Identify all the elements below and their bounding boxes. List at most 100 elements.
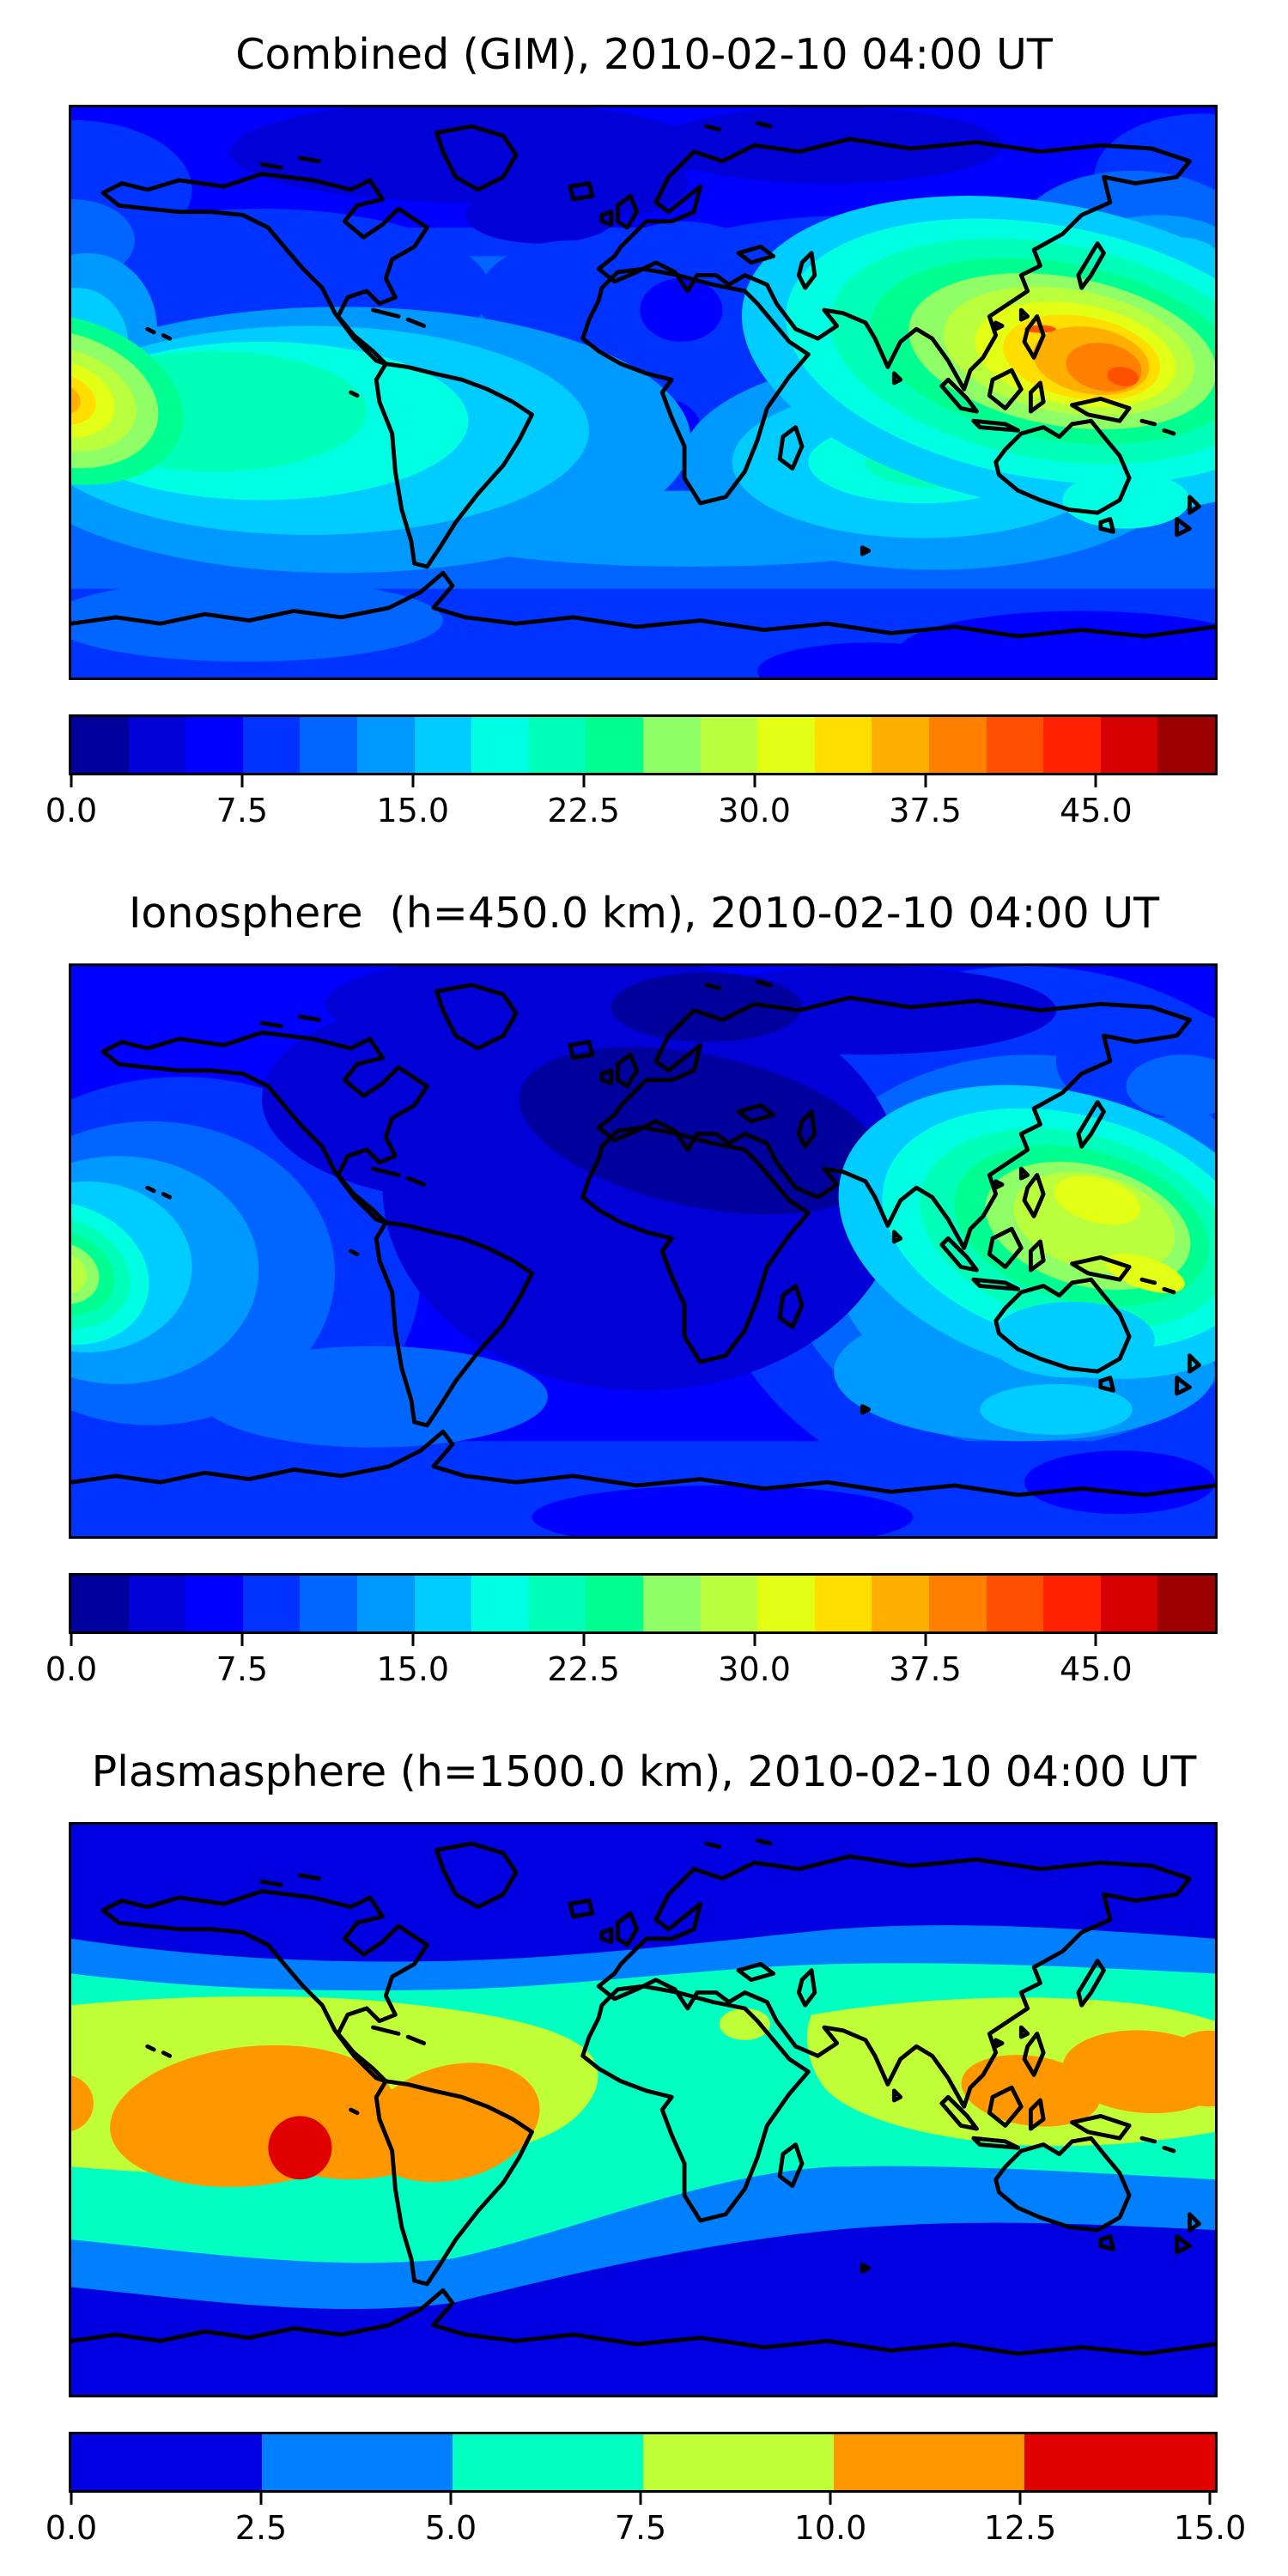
colorbar-segment-5 xyxy=(356,1576,415,1631)
plasmasphere-contour-map xyxy=(71,1825,1215,2395)
colorbar-segment-15 xyxy=(928,717,987,773)
panel-ionosphere-colorbar-labels: 0.0 7.5 15.0 22.5 30.0 37.5 45.0 xyxy=(46,1649,1215,1690)
colorbar-tick-label: 30.0 xyxy=(718,1650,791,1688)
colorbar-tick-mark xyxy=(639,2493,642,2505)
colorbar-tick-mark xyxy=(753,1634,756,1646)
colorbar-tick-mark xyxy=(1094,775,1097,787)
colorbar-tick-mark xyxy=(1208,2493,1212,2505)
colorbar-segment-11 xyxy=(700,717,758,773)
colorbar-tick-mark xyxy=(70,2493,73,2505)
colorbar-tick-mark xyxy=(1018,2493,1022,2505)
colorbar-segment-11 xyxy=(700,1576,758,1631)
colorbar-segment-10 xyxy=(642,717,701,773)
colorbar-segment-19 xyxy=(1157,717,1215,773)
colorbar-segment-4 xyxy=(300,717,357,773)
combined-contour-fills xyxy=(71,107,1215,677)
colorbar-segment-4 xyxy=(300,1576,357,1631)
colorbar-segment-8 xyxy=(528,717,586,773)
colorbar-segment-12 xyxy=(757,1576,815,1631)
colorbar-tick-mark xyxy=(70,775,73,787)
colorbar-segment-14 xyxy=(872,717,929,773)
panel-plasmasphere-map xyxy=(69,1822,1218,2397)
colorbar-tick-label: 12.5 xyxy=(983,2509,1057,2547)
colorbar-tick-label: 5.0 xyxy=(424,2509,477,2547)
plasmasphere-contour-fills xyxy=(71,1825,1215,2395)
colorbar-segment-16 xyxy=(986,717,1044,773)
panel-ionosphere-map xyxy=(69,963,1218,1539)
colorbar-tick-mark xyxy=(240,775,244,787)
ionosphere-west-pacific-hotspot xyxy=(838,1084,1215,1380)
colorbar-segment-17 xyxy=(1043,1576,1101,1631)
colorbar-segment-2 xyxy=(453,2434,643,2490)
panel-ionosphere-colorbar xyxy=(69,1573,1218,1634)
colorbar-tick-mark xyxy=(70,1634,73,1646)
ionosphere-contour-map xyxy=(71,966,1215,1536)
colorbar-segment-1 xyxy=(262,2434,453,2490)
combined-west-pacific-hotspot xyxy=(741,196,1215,513)
colorbar-segment-5 xyxy=(1024,2434,1215,2490)
colorbar-tick-label: 0.0 xyxy=(45,1650,98,1688)
combined-contour-map xyxy=(71,107,1215,677)
combined-west-edge-hotspot xyxy=(71,313,184,485)
panel-ionosphere: Ionosphere (h=450.0 km), 2010-02-10 04:0… xyxy=(0,859,1288,1717)
colorbar-tick-mark xyxy=(240,1634,244,1646)
colorbar-tick-label: 7.5 xyxy=(614,2509,667,2547)
colorbar-segment-13 xyxy=(814,717,872,773)
colorbar-tick-mark xyxy=(449,2493,453,2505)
colorbar-segment-2 xyxy=(185,717,243,773)
colorbar-segment-17 xyxy=(1043,717,1101,773)
colorbar-tick-mark xyxy=(924,1634,927,1646)
colorbar-segment-7 xyxy=(471,717,529,773)
colorbar-tick-label: 37.5 xyxy=(889,1650,962,1688)
colorbar-tick-mark xyxy=(582,1634,586,1646)
colorbar-segment-13 xyxy=(814,1576,872,1631)
colorbar-tick-mark xyxy=(829,2493,832,2505)
colorbar-segment-18 xyxy=(1100,1576,1158,1631)
colorbar-segment-1 xyxy=(128,717,186,773)
colorbar-tick-label: 15.0 xyxy=(376,1650,450,1688)
colorbar-segment-3 xyxy=(242,1576,301,1631)
panel-combined: Combined (GIM), 2010-02-10 04:00 UT xyxy=(0,0,1288,859)
panel-plasmasphere-colorbar-labels: 0.0 2.5 5.0 7.5 10.0 12.5 15.0 xyxy=(46,2507,1247,2549)
colorbar-tick-label: 2.5 xyxy=(234,2509,288,2547)
plasmasphere-red-maximum xyxy=(268,2116,332,2180)
colorbar-segment-0 xyxy=(71,2434,262,2490)
colorbar-tick-mark xyxy=(582,775,586,787)
colorbar-tick-mark xyxy=(924,775,927,787)
colorbar-tick-label: 45.0 xyxy=(1060,1650,1133,1688)
colorbar-segment-14 xyxy=(872,1576,929,1631)
colorbar-segment-9 xyxy=(586,717,643,773)
colorbar-tick-mark xyxy=(411,775,415,787)
colorbar-tick-label: 15.0 xyxy=(1173,2509,1247,2547)
ionosphere-west-edge-hotspot xyxy=(71,1201,149,1346)
colorbar-segment-18 xyxy=(1100,717,1158,773)
colorbar-tick-label: 15.0 xyxy=(376,792,450,829)
colorbar-segment-19 xyxy=(1157,1576,1215,1631)
panel-combined-colorbar-labels: 0.0 7.5 15.0 22.5 30.0 37.5 45.0 xyxy=(46,790,1215,831)
panel-combined-colorbar xyxy=(69,714,1218,775)
panel-ionosphere-colorbar-ticks xyxy=(70,1634,1215,1646)
colorbar-tick-label: 10.0 xyxy=(793,2509,867,2547)
colorbar-tick-label: 30.0 xyxy=(718,792,791,829)
colorbar-segment-3 xyxy=(643,2434,834,2490)
colorbar-segment-3 xyxy=(242,717,301,773)
panel-combined-map xyxy=(69,105,1218,680)
colorbar-segment-10 xyxy=(642,1576,701,1631)
panel-combined-title: Combined (GIM), 2010-02-10 04:00 UT xyxy=(235,30,1053,79)
colorbar-segment-2 xyxy=(185,1576,243,1631)
colorbar-segment-16 xyxy=(986,1576,1044,1631)
panel-plasmasphere: Plasmasphere (h=1500.0 km), 2010-02-10 0… xyxy=(0,1717,1288,2576)
colorbar-segment-7 xyxy=(471,1576,529,1631)
colorbar-tick-label: 0.0 xyxy=(45,2509,98,2547)
colorbar-segment-6 xyxy=(414,1576,472,1631)
colorbar-tick-label: 0.0 xyxy=(45,792,98,829)
colorbar-tick-label: 22.5 xyxy=(547,1650,620,1688)
colorbar-tick-label: 7.5 xyxy=(216,1650,269,1688)
colorbar-segment-5 xyxy=(356,717,415,773)
colorbar-segment-1 xyxy=(128,1576,186,1631)
colorbar-tick-label: 22.5 xyxy=(547,792,620,829)
panel-plasmasphere-colorbar-ticks xyxy=(70,2493,1215,2505)
panel-ionosphere-title: Ionosphere (h=450.0 km), 2010-02-10 04:0… xyxy=(128,889,1160,938)
panel-combined-colorbar-ticks xyxy=(70,775,1215,787)
